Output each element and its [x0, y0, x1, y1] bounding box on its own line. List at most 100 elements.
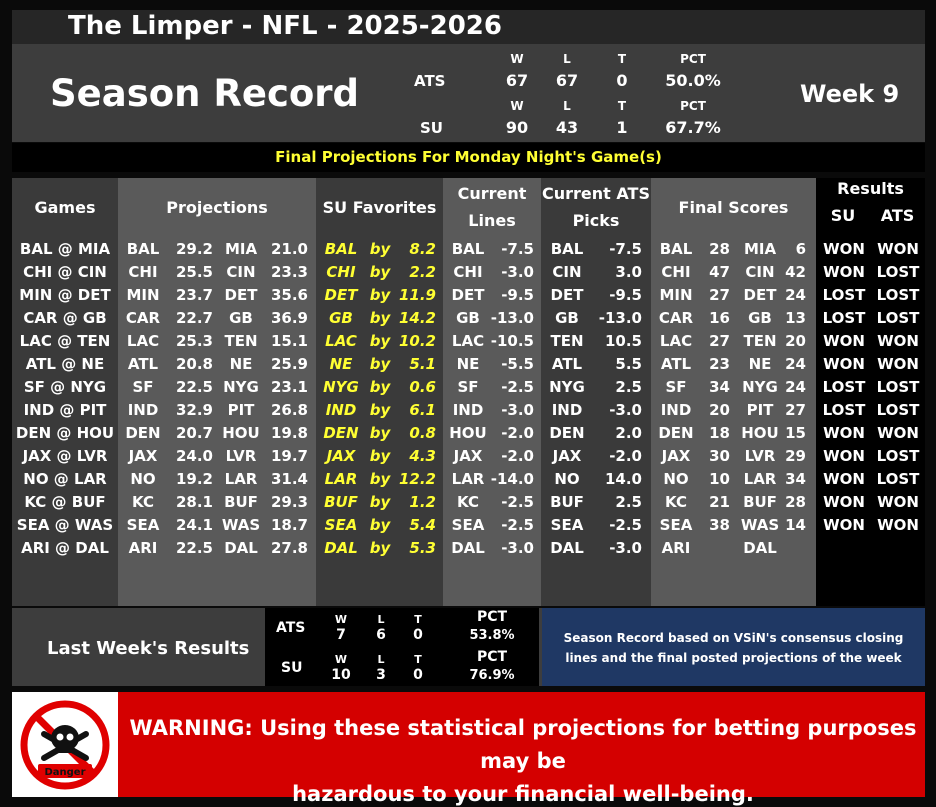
game-matchup: SF @ NYG: [23, 378, 107, 396]
proj-away-team: SF: [132, 378, 154, 396]
game-matchup: BAL @ MIA: [19, 240, 111, 258]
favorite-by: by: [369, 401, 391, 419]
proj-home-score: 18.7: [270, 516, 308, 534]
score-home: 42: [785, 263, 806, 281]
result-ats: WON: [877, 355, 919, 373]
proj-away-team: IND: [127, 401, 159, 419]
score-home-team: NE: [748, 355, 772, 373]
proj-home-score: 23.1: [270, 378, 308, 396]
proj-home-team: GB: [229, 309, 253, 327]
score-home-team: NYG: [742, 378, 778, 396]
lw-ats-pct: 53.8%: [469, 628, 515, 643]
favorite-margin: 8.2: [409, 240, 436, 258]
proj-home-team: DET: [224, 286, 258, 304]
game-matchup: ATL @ NE: [25, 355, 105, 373]
line-value: -9.5: [501, 286, 534, 304]
pick-team: TEN: [550, 332, 584, 350]
favorite-team: IND: [325, 401, 357, 419]
score-home-team: WAS: [740, 516, 780, 534]
line-team: SEA: [451, 516, 485, 534]
header-current-lines-1: Current: [457, 184, 527, 203]
picks-column-bg: [541, 178, 651, 606]
favorite-margin: 2.2: [409, 263, 436, 281]
proj-away-team: KC: [132, 493, 154, 511]
line-team: DAL: [451, 539, 485, 557]
score-home-team: PIT: [746, 401, 774, 419]
proj-home-team: PIT: [227, 401, 255, 419]
favorite-by: by: [369, 470, 391, 488]
score-away: 34: [709, 378, 730, 396]
season-record-panel: [12, 44, 925, 142]
pick-value: -2.5: [609, 516, 642, 534]
result-su: LOST: [822, 378, 866, 396]
lw-ats-t-head: T: [414, 613, 422, 626]
note-line-2: lines and the final posted projections o…: [565, 651, 902, 665]
score-home-team: DAL: [743, 539, 777, 557]
lw-su-w-head: W: [334, 653, 348, 666]
su-w-head: W: [510, 99, 524, 113]
header-final-scores: Final Scores: [678, 198, 789, 217]
score-away: 27: [709, 332, 730, 350]
game-matchup: KC @ BUF: [24, 493, 106, 511]
subtitle: Final Projections For Monday Night's Gam…: [275, 148, 662, 166]
favorite-team: LAC: [325, 332, 357, 350]
game-matchup: SEA @ WAS: [16, 516, 114, 534]
score-home: 13: [785, 309, 806, 327]
proj-home-score: 23.3: [270, 263, 308, 281]
favorite-team: LAR: [324, 470, 358, 488]
result-su: WON: [823, 470, 865, 488]
lw-ats-pct-head: PCT: [476, 609, 508, 625]
game-matchup: CHI @ CIN: [23, 263, 107, 281]
score-home: 24: [785, 355, 806, 373]
result-su: WON: [823, 355, 865, 373]
game-matchup: IND @ PIT: [23, 401, 107, 419]
line-value: -3.0: [501, 539, 534, 557]
score-away-team: ARI: [661, 539, 691, 557]
header-bar: [12, 10, 925, 44]
su-l: 43: [555, 118, 579, 137]
score-home-team: MIA: [743, 240, 777, 258]
proj-away-team: NO: [130, 470, 156, 488]
favorite-team: DET: [324, 286, 358, 304]
result-ats: LOST: [876, 263, 920, 281]
game-matchup: ARI @ DAL: [21, 539, 109, 557]
favorite-margin: 14.2: [398, 309, 436, 327]
ats-t: 0: [616, 71, 628, 90]
score-home: 28: [785, 493, 806, 511]
pick-value: 5.5: [615, 355, 642, 373]
proj-home-team: NYG: [223, 378, 259, 396]
score-home-team: DET: [743, 286, 777, 304]
season-record-note: Season Record based on VSiN's consensus …: [552, 628, 915, 668]
pick-value: 14.0: [604, 470, 642, 488]
warning-banner: [118, 692, 925, 797]
proj-home-score: 25.9: [270, 355, 308, 373]
score-home: 27: [785, 401, 806, 419]
ats-w-head: W: [510, 52, 524, 66]
favorite-by: by: [369, 493, 391, 511]
result-ats: WON: [877, 240, 919, 258]
score-home: [776, 537, 806, 560]
line-team: GB: [456, 309, 480, 327]
proj-home-score: 31.4: [270, 470, 308, 488]
su-pct: 67.7%: [665, 118, 721, 137]
proj-home-team: MIA: [224, 240, 258, 258]
favorite-team: CHI: [326, 263, 356, 281]
header-ats-picks-2: Picks: [572, 211, 620, 230]
note-box: [542, 608, 925, 686]
result-su: WON: [823, 240, 865, 258]
proj-away-team: ARI: [128, 539, 158, 557]
proj-away-team: JAX: [128, 447, 158, 465]
proj-away-score: 22.5: [175, 539, 213, 557]
score-away: 16: [709, 309, 730, 327]
proj-away-score: 22.7: [175, 309, 213, 327]
header-results-su: SU: [830, 206, 856, 225]
favorite-margin: 5.4: [409, 516, 436, 534]
line-team: LAC: [451, 332, 485, 350]
score-home: 24: [785, 378, 806, 396]
score-away: 47: [709, 263, 730, 281]
result-su: WON: [823, 493, 865, 511]
pick-team: JAX: [552, 447, 582, 465]
score-away: 28: [709, 240, 730, 258]
favorite-by: by: [369, 332, 391, 350]
proj-home-score: 36.9: [270, 309, 308, 327]
